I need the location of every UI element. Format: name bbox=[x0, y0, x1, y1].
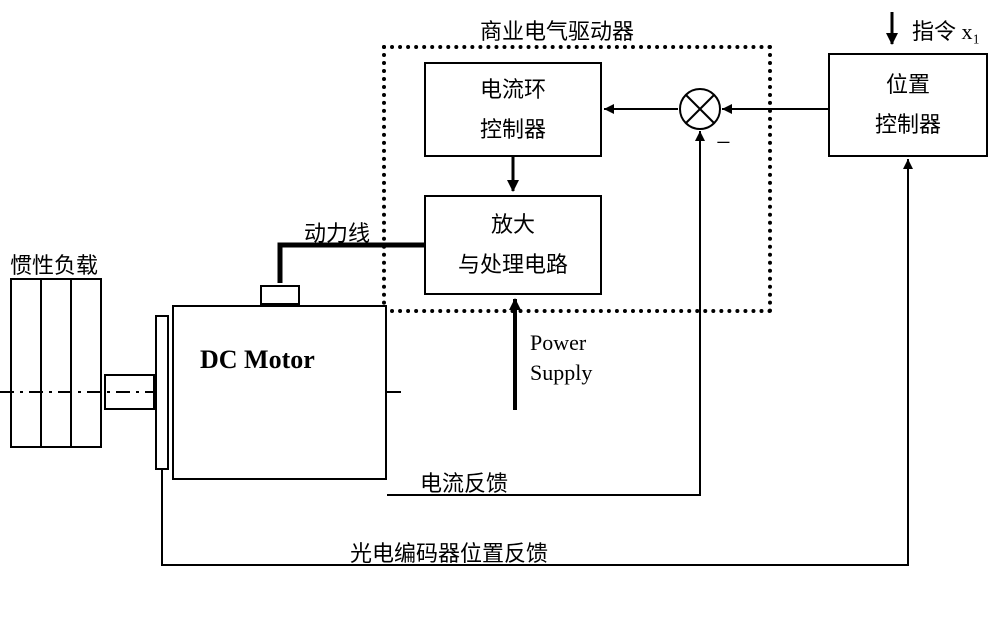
current-loop-line2: 控制器 bbox=[480, 110, 546, 150]
encoder-bar bbox=[155, 315, 169, 470]
inertia-load-label: 惯性负载 bbox=[10, 248, 98, 280]
posctrl-line2: 控制器 bbox=[875, 105, 941, 145]
driver-title-label: 商业电气驱动器 bbox=[480, 14, 634, 46]
position-controller: 位置 控制器 bbox=[828, 53, 988, 157]
motor-shaft bbox=[104, 374, 155, 410]
dc-motor-label: DC Motor bbox=[200, 345, 315, 375]
current-loop-line1: 电流环 bbox=[480, 70, 546, 110]
current-loop-controller: 电流环 控制器 bbox=[424, 62, 602, 157]
posctrl-line1: 位置 bbox=[886, 65, 930, 105]
amp-line2: 与处理电路 bbox=[458, 245, 568, 285]
diagram-canvas: 电流环 控制器 放大 与处理电路 位置 控制器 商业电气驱动器 指令 x₁ 动力… bbox=[0, 0, 1000, 626]
power-supply-label2: Supply bbox=[530, 360, 592, 386]
dc-motor-body bbox=[172, 305, 387, 480]
power-line-label: 动力线 bbox=[304, 216, 370, 248]
motor-terminal bbox=[260, 285, 300, 305]
amp-line1: 放大 bbox=[491, 205, 535, 245]
command-label: 指令 x₁ bbox=[912, 14, 980, 46]
current-feedback-label: 电流反馈 bbox=[420, 466, 508, 498]
amplifier-box: 放大 与处理电路 bbox=[424, 195, 602, 295]
power-supply-label1: Power bbox=[530, 330, 586, 356]
inertial-load bbox=[10, 278, 104, 448]
encoder-feedback-label: 光电编码器位置反馈 bbox=[350, 536, 548, 568]
minus-label: − bbox=[716, 128, 731, 158]
